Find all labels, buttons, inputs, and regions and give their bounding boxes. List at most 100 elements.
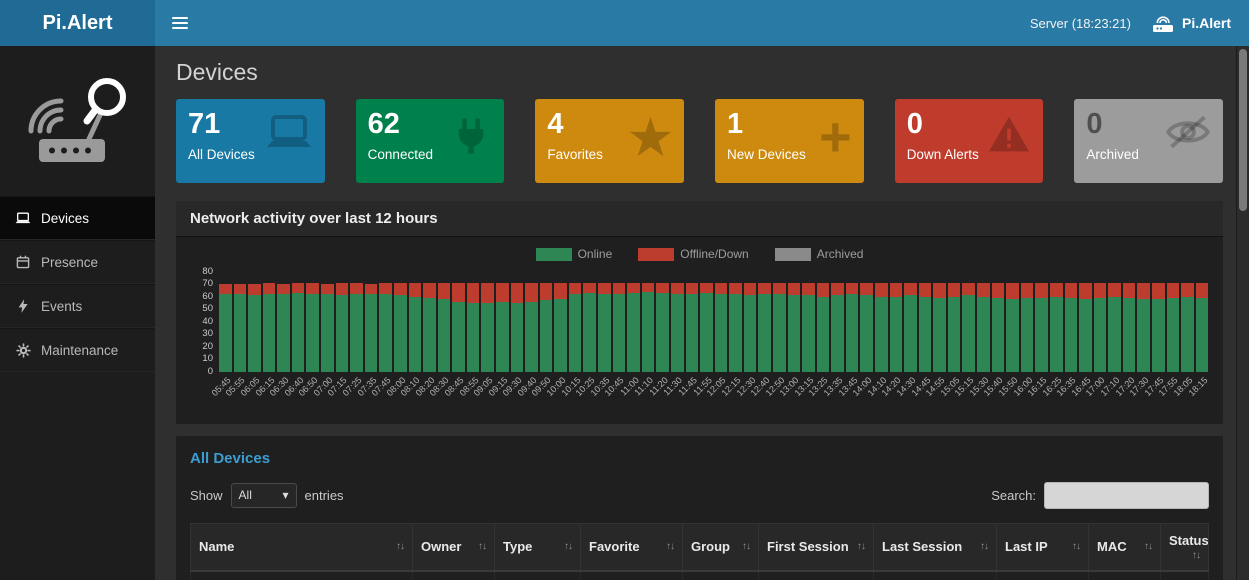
stat-value: 0	[906, 108, 923, 140]
column-header[interactable]: Owner ↑↓	[412, 522, 495, 572]
activity-chart: Online Offline/Down Archived 80 70 60 50 40 30 2…	[176, 237, 1223, 424]
chart-bar: 09:30	[501, 272, 524, 398]
sort-icon[interactable]: ↑↓	[564, 541, 573, 552]
sidebar-toggle-button[interactable]	[172, 17, 188, 29]
chart-bar: 07:25	[341, 272, 364, 398]
chart-bar: 11:10	[633, 272, 655, 397]
table-cell: 2022-07-15 16:52	[758, 570, 874, 580]
column-header[interactable]: Type ↑↓	[494, 522, 581, 572]
sort-icon[interactable]: ↑↓	[478, 541, 487, 552]
column-header[interactable]: Group ↑↓	[682, 522, 759, 572]
sort-icon[interactable]: ↑↓	[666, 541, 675, 552]
pialert-logo-graphic	[0, 46, 155, 196]
chart-bar: 08:45	[443, 272, 466, 398]
sort-icon[interactable]: ↑↓	[742, 541, 751, 552]
page-size-control: Show All ▾ entries	[190, 482, 344, 508]
stat-label: Favorites	[547, 146, 603, 162]
stat-card-new-devices[interactable]: 1 New Devices +	[715, 99, 864, 183]
scrollbar-thumb[interactable]	[1239, 49, 1247, 211]
sort-icon[interactable]: ↑↓	[857, 541, 866, 552]
chart-bar: 13:00	[778, 272, 801, 398]
chevron-down-icon: ▾	[282, 488, 289, 502]
activity-panel-title: Network activity over last 12 hours	[176, 201, 1223, 237]
show-label: Show	[190, 487, 223, 503]
stat-value: 4	[547, 108, 564, 140]
stat-card-favorites[interactable]: 4 Favorites ★	[535, 99, 685, 183]
chart-bar: 13:35	[822, 272, 845, 398]
sidebar-item-maintenance[interactable]: Maintenance	[0, 328, 155, 372]
chart-bar: 09:40	[516, 272, 539, 398]
bolt-icon	[15, 298, 31, 314]
chart-bar: 07:15	[326, 272, 349, 398]
navbar-app-link[interactable]: Pi.Alert	[1151, 14, 1231, 33]
sort-icon[interactable]: ↑↓	[1072, 541, 1081, 552]
laptop-icon	[15, 210, 31, 226]
column-header[interactable]: Name ↑↓	[190, 522, 413, 572]
chart-bar: 12:40	[749, 272, 772, 398]
table-body: InternetShared 2022-07-15 16:522022-07-15…	[190, 570, 1209, 580]
scrollbar[interactable]	[1236, 46, 1249, 580]
devices-table: Name ↑↓ Owner ↑↓ Type ↑↓ Favorite ↑↓ Group ↑↓ Firs…	[190, 522, 1209, 580]
table-cell: Online	[1160, 570, 1209, 580]
table-cell	[580, 570, 683, 580]
chart-bar: 12:15	[720, 272, 743, 398]
chart-bar: 10:25	[574, 272, 597, 398]
chart-bar: 14:30	[895, 272, 918, 398]
chart-bar: 06:50	[297, 272, 320, 398]
chart-bar: 11:55	[691, 272, 713, 397]
column-header[interactable]: First Session ↑↓	[758, 522, 874, 572]
sort-icon[interactable]: ↑↓	[980, 541, 989, 552]
table-cell	[494, 570, 581, 580]
chart-legend: Online Offline/Down Archived	[186, 243, 1213, 272]
legend-swatch	[638, 247, 675, 261]
chart-bar: 17:00	[1084, 272, 1107, 398]
stat-cards-row: 71 All Devices 62 Connected 4 Favorites …	[176, 99, 1224, 183]
column-header[interactable]: Last IP ↑↓	[996, 522, 1089, 572]
page-size-select[interactable]: All ▾	[230, 482, 297, 508]
plus-icon: +	[818, 105, 852, 168]
table-header-row: Name ↑↓ Owner ↑↓ Type ↑↓ Favorite ↑↓ Group ↑↓ Firs…	[190, 522, 1209, 572]
activity-panel: Network activity over last 12 hours Onli…	[176, 201, 1223, 424]
stat-card-all-devices[interactable]: 71 All Devices	[176, 99, 325, 183]
chart-bar: 05:45	[209, 272, 232, 398]
sidebar-item-events[interactable]: Events	[0, 284, 155, 328]
sort-icon[interactable]: ↑↓	[1192, 549, 1201, 561]
stat-value: 71	[188, 108, 221, 140]
table-row[interactable]: InternetShared 2022-07-15 16:522022-07-15…	[190, 570, 1209, 580]
stat-card-down-alerts[interactable]: 0 Down Alerts	[894, 99, 1044, 183]
chart-bar: 07:45	[370, 272, 393, 398]
chart-bar: 12:30	[734, 272, 757, 398]
server-clock: Server (18:23:21)	[1029, 15, 1131, 31]
chart-plot: 80 70 60 50 40 30 20 10 0 05:45 05:55 06:05 06:15 06…	[186, 266, 1213, 424]
chart-bar: 09:05	[472, 272, 495, 398]
table-controls: Show All ▾ entries Search:	[190, 481, 1209, 509]
column-header[interactable]: Favorite ↑↓	[580, 522, 683, 572]
stat-card-archived[interactable]: 0 Archived	[1074, 99, 1224, 183]
sidebar-item-presence[interactable]: Presence	[0, 240, 155, 284]
laptop-icon	[265, 115, 313, 156]
star-icon: ★	[628, 112, 673, 165]
column-header[interactable]: Last Session ↑↓	[873, 522, 997, 572]
plug-icon	[450, 115, 492, 162]
column-header[interactable]: MAC ↑↓	[1088, 522, 1161, 572]
chart-bar: 15:50	[997, 272, 1020, 398]
search-input[interactable]	[1044, 481, 1209, 509]
brand-logo[interactable]: Pi.Alert	[0, 0, 155, 46]
chart-bar: 17:30	[1128, 272, 1151, 398]
sidebar-item-devices[interactable]: Devices	[0, 196, 155, 240]
table-cell	[1088, 570, 1161, 580]
sort-icon[interactable]: ↑↓	[1144, 541, 1153, 552]
entries-label: entries	[304, 487, 344, 503]
column-header[interactable]: Status ↑↓	[1160, 522, 1209, 572]
stat-value: 62	[367, 108, 400, 140]
chart-bar: 18:05	[1172, 272, 1195, 398]
eye-slash-icon	[1165, 115, 1211, 154]
sort-icon[interactable]: ↑↓	[396, 541, 405, 552]
stat-card-connected[interactable]: 62 Connected	[355, 99, 505, 183]
legend-swatch	[774, 247, 811, 261]
chart-bar: 06:15	[253, 272, 276, 398]
chart-bar: 15:15	[953, 272, 976, 398]
sidebar-item-label: Events	[41, 298, 83, 314]
chart-bars: 05:45 05:55 06:05 06:15 06:30 06:40 06:50 07:00…	[209, 272, 1209, 398]
stat-value: 0	[1086, 108, 1103, 140]
